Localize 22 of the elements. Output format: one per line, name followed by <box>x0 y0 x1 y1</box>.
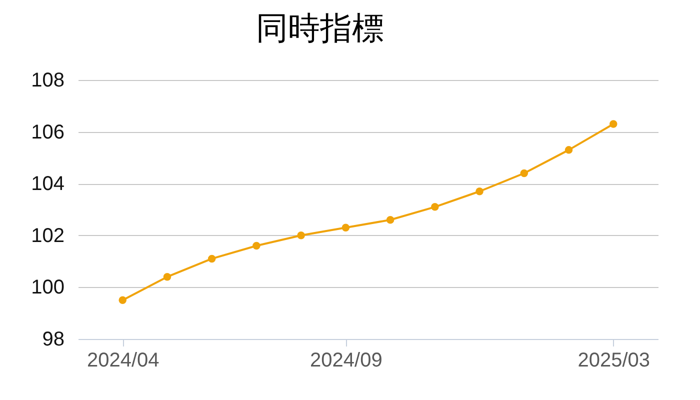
point <box>342 224 350 232</box>
chart-title: 同時指標 <box>256 10 384 46</box>
point <box>476 188 484 196</box>
x-tick-label: 2025/03 <box>578 350 650 372</box>
point <box>252 242 260 250</box>
y-tick-label: 108 <box>31 70 64 92</box>
point <box>297 232 305 240</box>
y-tick-label: 98 <box>42 328 64 350</box>
point <box>163 272 172 281</box>
point <box>520 169 528 178</box>
point <box>118 296 126 304</box>
point <box>208 254 216 263</box>
y-tick-label: 104 <box>31 173 64 196</box>
point <box>386 216 394 224</box>
point <box>564 146 573 154</box>
point <box>431 203 439 211</box>
y-tick-label: 102 <box>31 224 64 247</box>
x-tick-label: 2024/04 <box>86 350 160 372</box>
y-tick-label: 106 <box>31 121 64 144</box>
point <box>610 120 618 128</box>
x-tick-label: 2024/09 <box>310 350 382 372</box>
y-tick-label: 100 <box>31 276 64 299</box>
